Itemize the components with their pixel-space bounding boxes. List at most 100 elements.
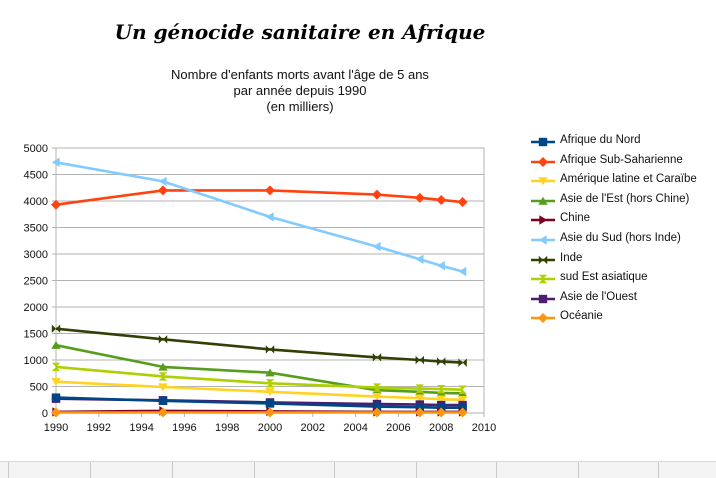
data-point-sud-est-asiatique	[437, 384, 446, 394]
data-point-inde	[265, 345, 275, 354]
legend-swatch-sud-est-asiatique	[531, 274, 555, 284]
data-point-asie-du-sud-hors-inde	[51, 157, 60, 168]
data-point-afrique-du-nord	[158, 396, 168, 406]
series-oceanie	[51, 407, 468, 418]
y-tick-label: 4000	[24, 196, 48, 208]
data-point-amerique-latine-et-caraibe	[51, 378, 61, 386]
legend-marker	[538, 156, 548, 167]
data-point-sud-est-asiatique	[158, 372, 168, 381]
data-point-asie-de-l-est-hors-chine	[265, 368, 275, 377]
y-tick-label: 1500	[24, 329, 48, 341]
data-point-oceanie	[414, 407, 425, 418]
legend-swatch-amerique-latine-et-caraibe	[531, 177, 555, 186]
data-point-asie-de-l-est-hors-chine	[51, 340, 61, 349]
data-point-oceanie	[158, 407, 168, 418]
legend-label: Océanie	[560, 310, 603, 323]
data-point-inde	[372, 353, 382, 362]
y-tick-label: 3000	[24, 249, 48, 261]
data-point-oceanie	[51, 407, 61, 418]
data-point-asie-du-sud-hors-inde	[458, 266, 467, 277]
y-tick-label: 2500	[24, 276, 48, 288]
series-inde	[51, 324, 467, 367]
x-tick-label: 1992	[87, 422, 111, 434]
chart-subtitle-line-3: (en milliers)	[266, 99, 334, 114]
legend-label: Chine	[560, 212, 591, 225]
legend-marker	[538, 196, 548, 205]
legend-swatch-oceanie	[531, 313, 555, 324]
data-point-sud-est-asiatique	[372, 383, 382, 392]
data-point-afrique-du-nord	[51, 393, 61, 402]
series-sud-est-asiatique	[51, 362, 467, 394]
legend-swatch-inde	[531, 255, 555, 264]
data-point-amerique-latine-et-caraibe	[265, 388, 275, 396]
data-point-sud-est-asiatique	[415, 384, 424, 393]
data-point-amerique-latine-et-caraibe	[372, 392, 382, 401]
data-point-sud-est-asiatique	[458, 385, 467, 394]
x-tick-label: 2004	[343, 422, 367, 434]
data-point-oceanie	[372, 407, 382, 418]
legend-marker	[538, 235, 547, 245]
x-tick-label: 2008	[429, 422, 453, 434]
data-point-inde	[158, 335, 168, 344]
series-afrique-sub-saharienne	[51, 185, 468, 210]
series-amerique-latine-et-caraibe	[51, 378, 468, 404]
data-point-amerique-latine-et-caraibe	[436, 395, 446, 404]
x-tick-label: 1990	[44, 422, 68, 434]
series-lines	[51, 157, 468, 418]
data-point-asie-du-sud-hors-inde	[437, 260, 445, 271]
data-point-afrique-sub-saharienne	[265, 185, 275, 196]
legend-marker	[538, 313, 548, 324]
legend-swatch-afrique-sub-saharienne	[531, 156, 555, 167]
x-tick-label: 2010	[472, 422, 496, 434]
data-point-afrique-du-nord	[372, 402, 382, 411]
axes: 0 500 1000 1500 2000 2500 3000 3500 4000 4500 5000…	[24, 143, 497, 434]
y-tick-label: 2000	[24, 302, 48, 314]
data-point-asie-du-sud-hors-inde	[158, 176, 167, 187]
data-point-inde	[458, 358, 467, 367]
data-point-afrique-sub-saharienne	[51, 199, 61, 210]
data-point-oceanie	[436, 407, 447, 418]
legend-swatch-afrique-du-nord	[531, 137, 555, 147]
legend-marker	[538, 177, 548, 186]
data-point-afrique-du-nord	[415, 402, 424, 412]
data-point-asie-du-sud-hors-inde	[372, 241, 381, 252]
legend-marker	[538, 294, 548, 303]
data-point-asie-de-l-est-hors-chine	[158, 362, 168, 371]
data-point-asie-du-sud-hors-inde	[415, 254, 424, 264]
x-tick-label: 2000	[258, 422, 282, 434]
x-tick-label: 1998	[215, 422, 239, 434]
data-point-amerique-latine-et-caraibe	[158, 383, 168, 392]
legend-label: Asie de l'Est (hors Chine)	[560, 192, 690, 205]
legend-label: Asie de l'Ouest	[560, 290, 637, 303]
legend-swatch-chine	[531, 215, 555, 226]
legend-label: Asie du Sud (hors Inde)	[560, 231, 681, 244]
data-point-inde	[437, 357, 446, 366]
chart-subtitle-line-1: Nombre d'enfants morts avant l'âge de 5 …	[171, 67, 429, 82]
legend-marker	[538, 255, 548, 264]
spreadsheet-row-strip	[0, 461, 716, 478]
data-point-inde	[51, 324, 61, 333]
legend-marker	[539, 215, 548, 226]
data-point-afrique-sub-saharienne	[436, 194, 447, 205]
legend-swatch-asie-du-sud-hors-inde	[531, 235, 555, 245]
y-tick-label: 5000	[24, 143, 48, 155]
data-point-inde	[415, 355, 424, 365]
y-tick-label: 1000	[24, 355, 48, 367]
x-tick-label: 1996	[172, 422, 196, 434]
x-tick-label: 1994	[129, 422, 153, 434]
legend-marker	[538, 274, 548, 284]
y-tick-label: 0	[42, 408, 48, 420]
legend-swatch-asie-de-l-est-hors-chine	[531, 196, 555, 205]
data-point-oceanie	[457, 407, 468, 418]
x-tick-label: 2006	[386, 422, 410, 434]
data-point-afrique-sub-saharienne	[457, 197, 468, 208]
data-point-asie-du-sud-hors-inde	[265, 212, 274, 222]
page-title: Un génocide sanitaire en Afrique	[114, 20, 486, 44]
legend-label: Inde	[560, 251, 583, 264]
data-point-afrique-sub-saharienne	[372, 189, 382, 200]
legend-label: sud Est asiatique	[560, 271, 648, 284]
data-point-amerique-latine-et-caraibe	[415, 394, 425, 403]
chart-subtitle-line-2: par année depuis 1990	[233, 83, 367, 98]
data-point-oceanie	[265, 407, 275, 418]
